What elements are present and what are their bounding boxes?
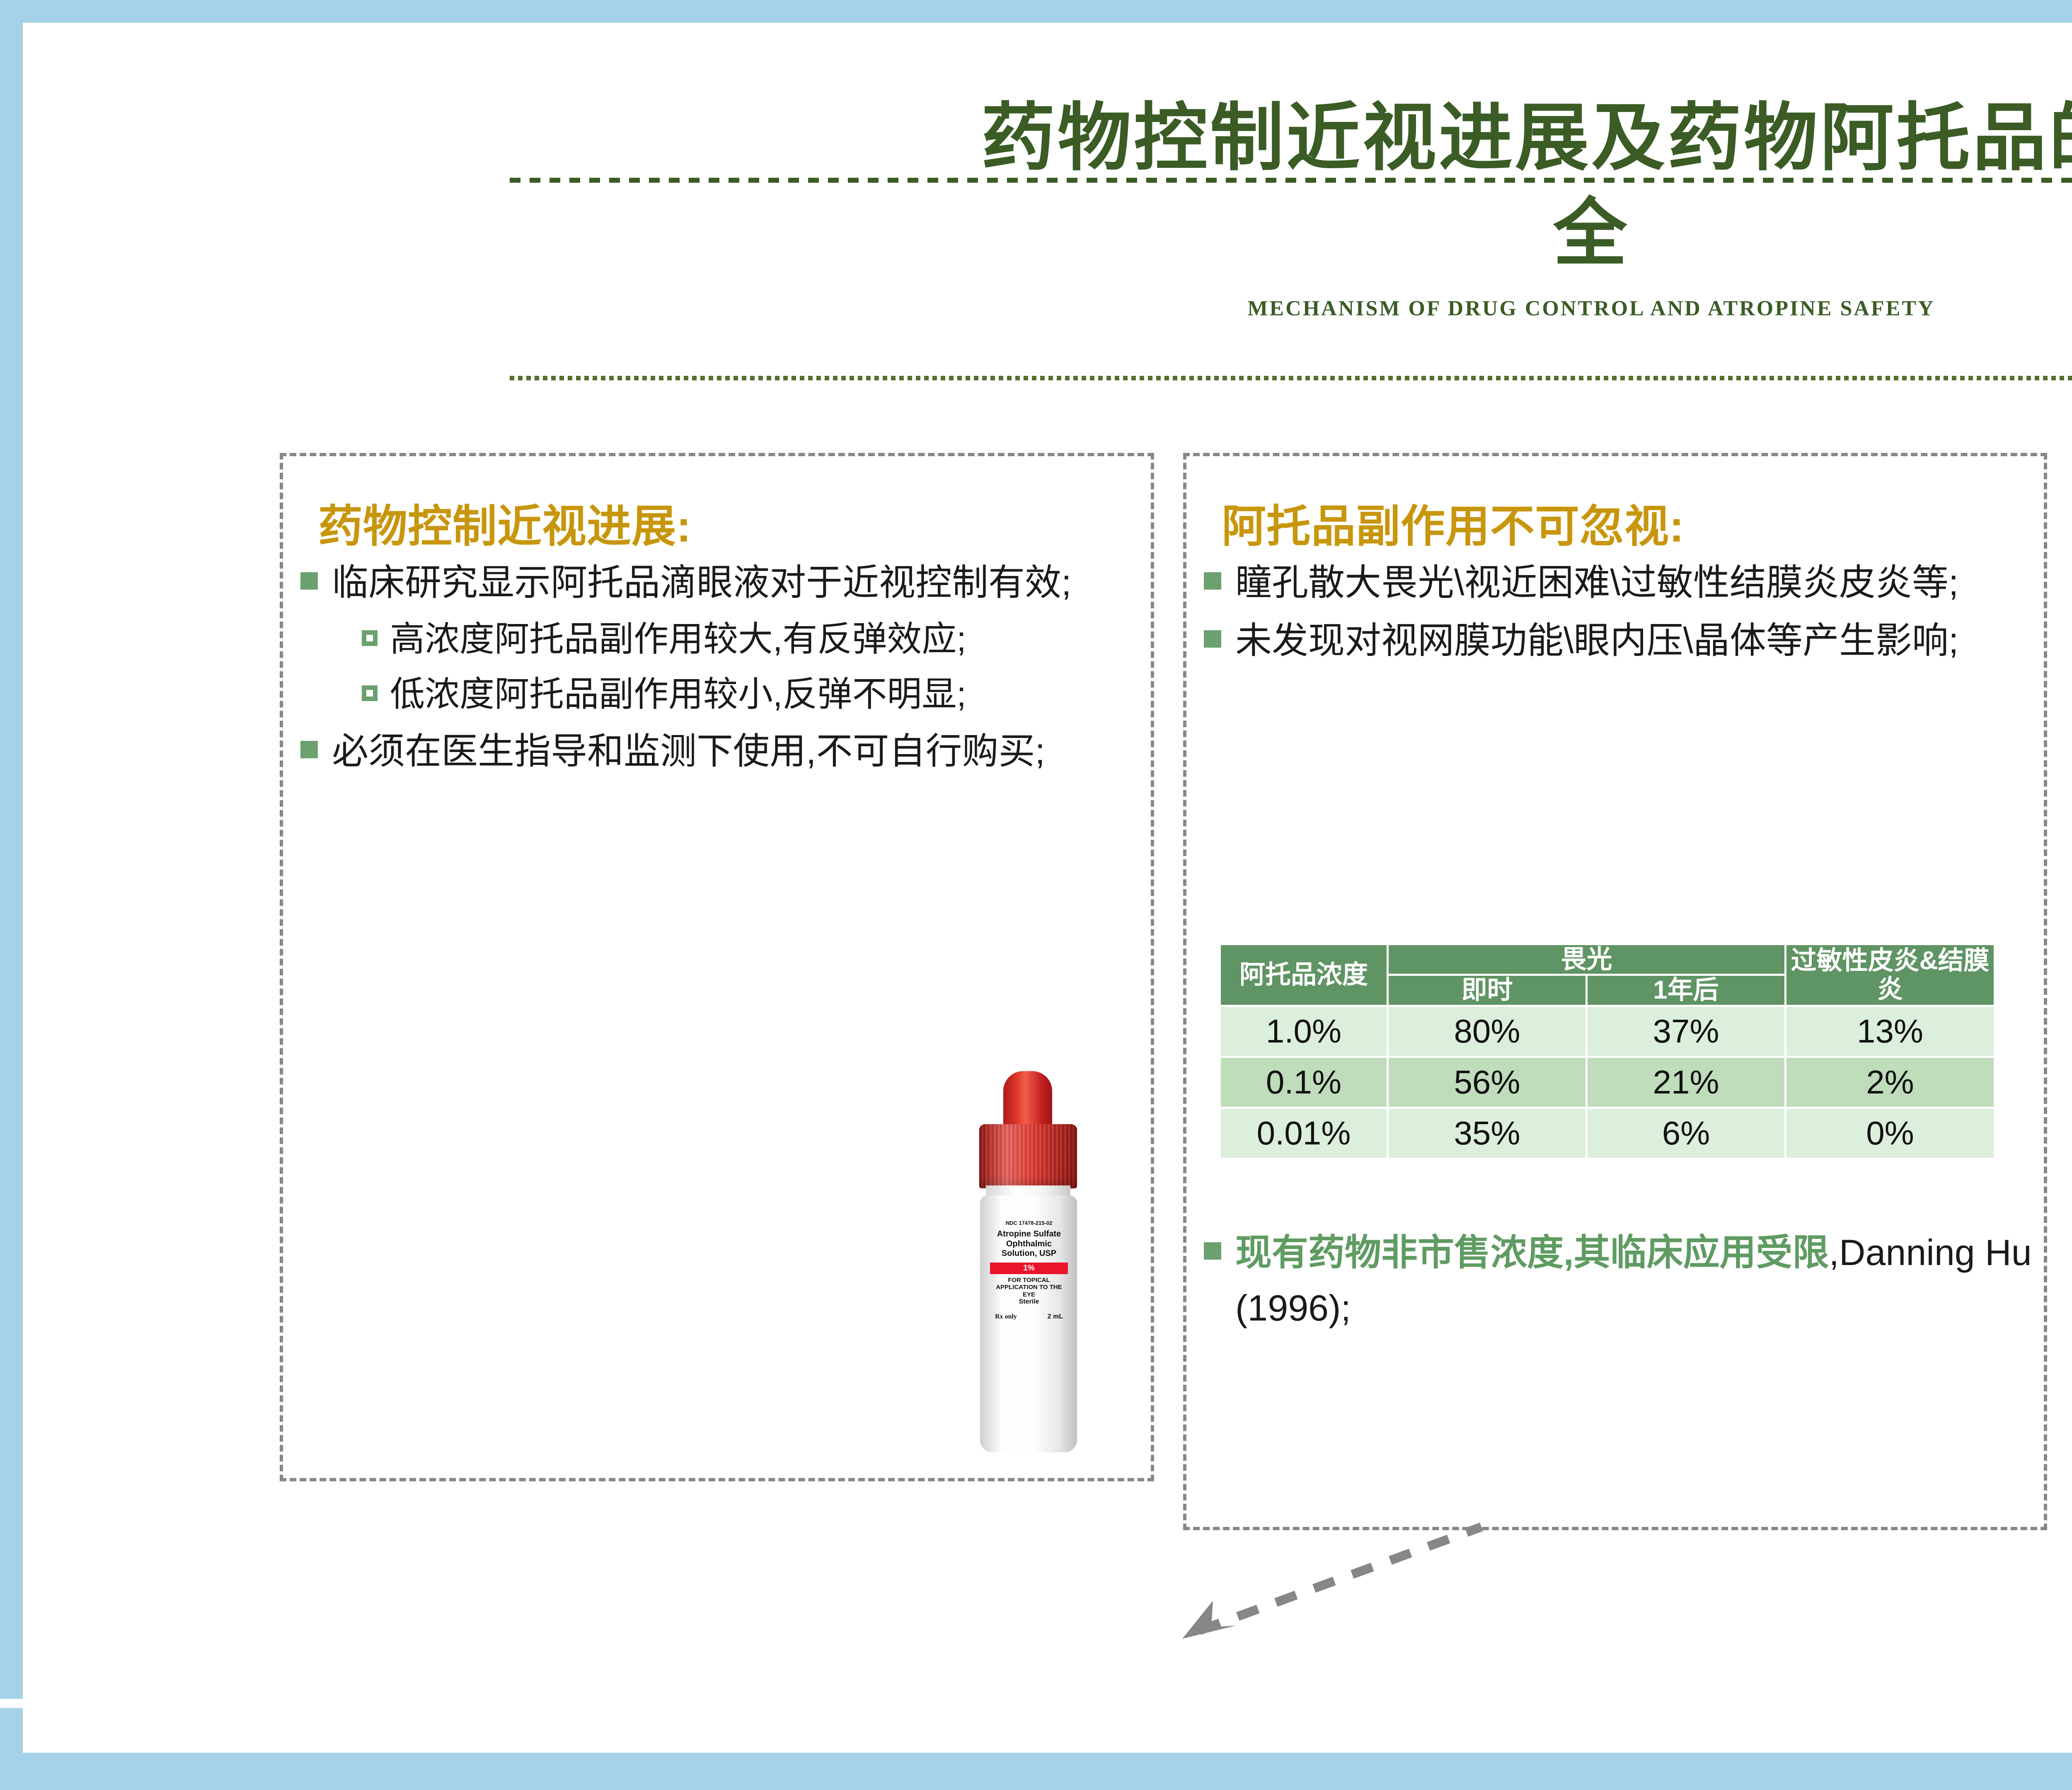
- bottle-sterile-text: Sterile: [1019, 1298, 1039, 1305]
- cell-photophobia-1year: 37%: [1585, 1004, 1786, 1058]
- list-item: 高浓度阿托品副作用较大,有反弹效应;: [362, 613, 1141, 666]
- bottle-concentration-badge: 1%: [990, 1263, 1068, 1274]
- list-item: 低浓度阿托品副作用较小,反弹不明显;: [362, 668, 1141, 721]
- col-header-photophobia: 畏光: [1387, 943, 1786, 976]
- bullet-square-icon: [300, 572, 318, 590]
- title-block: 药物控制近视进展及药物阿托品的安 全 MECHANISM OF DRUG CON…: [23, 23, 2072, 380]
- cell-concentration: 0.1%: [1219, 1055, 1389, 1109]
- panel-middle-heading: 阿托品副作用不可忽视:: [1222, 501, 1685, 551]
- table-header-row-2: 即时 1年后: [1220, 974, 1995, 1007]
- list-item-text: 必须在医生指导和监测下使用,不可自行购买;: [332, 731, 1045, 772]
- bottle-dropper-tip: [1003, 1071, 1052, 1133]
- slide-canvas: 药物控制近视进展及药物阿托品的安 全 MECHANISM OF DRUG CON…: [23, 23, 2072, 1753]
- bottle-product-name: Atropine Sulfate Ophthalmic Solution, US…: [992, 1229, 1065, 1259]
- table-header-row-1: 阿托品浓度 畏光 过敏性皮炎&结膜炎: [1219, 943, 1996, 1007]
- cell-photophobia-1year: 6%: [1585, 1106, 1786, 1160]
- bottle-rx-text: Rx only: [995, 1313, 1017, 1320]
- panel-middle-body: 瞳孔散大畏光\视近困难\过敏性结膜炎皮炎等; 未发现对视网膜功能\眼内压\晶体等…: [1204, 555, 2034, 671]
- list-item: 必须在医生指导和监测下使用,不可自行购买;: [300, 723, 1141, 779]
- col-header-immediate: 即时: [1387, 974, 1588, 1007]
- bullet-square-icon: [1204, 572, 1221, 590]
- bottle-name-line2: Ophthalmic: [1006, 1239, 1052, 1248]
- dashed-arrow-callout: [1175, 1514, 1498, 1647]
- list-item: 临床研究显示阿托品滴眼液对于近视控制有效;: [300, 555, 1141, 610]
- page-subtitle: MECHANISM OF DRUG CONTROL AND ATROPINE S…: [1247, 297, 1935, 320]
- bullet-square-icon: [300, 741, 318, 759]
- list-item-text: 现有药物非市售浓度,其临床应用受限,Danning Hu (1996);: [1235, 1225, 2034, 1336]
- table-head: 阿托品浓度 畏光 过敏性皮炎&结膜炎 即时 1年后: [1219, 943, 1996, 1007]
- list-item-text: 瞳孔散大畏光\视近困难\过敏性结膜炎皮炎等;: [1235, 562, 1959, 603]
- bullet-hollow-square-icon: [362, 630, 378, 646]
- bullet-square-icon: [1204, 630, 1221, 648]
- title-dotted-rule-bottom: [510, 376, 2072, 380]
- dashed-arrow-icon: [1182, 1522, 1483, 1639]
- cell-photophobia-immediate: 56%: [1387, 1055, 1588, 1109]
- col-header-one-year: 1年后: [1585, 974, 1786, 1007]
- bottle-body: NDC 17478-215-02 Atropine Sulfate Ophtha…: [980, 1195, 1077, 1452]
- list-item-text: 低浓度阿托品副作用较小,反弹不明显;: [390, 675, 966, 714]
- page-title-line2: 全: [1553, 193, 1629, 275]
- list-item: 未发现对视网膜功能\眼内压\晶体等产生影响;: [1204, 613, 2034, 668]
- bottle-topical-line1: FOR TOPICAL: [1008, 1277, 1050, 1284]
- col-header-concentration: 阿托品浓度: [1219, 943, 1389, 1007]
- bottle-usage-text: FOR TOPICAL APPLICATION TO THE EYE: [992, 1277, 1065, 1298]
- table-row: 0.01% 35% 6% 0%: [1219, 1106, 1996, 1160]
- table-row: 1.0% 80% 37% 13%: [1219, 1004, 1996, 1058]
- list-item: 瞳孔散大畏光\视近困难\过敏性结膜炎皮炎等;: [1204, 555, 2034, 610]
- list-item-text: 临床研究显示阿托品滴眼液对于近视控制有效;: [332, 562, 1072, 603]
- title-dotted-rule-top: [510, 178, 2072, 183]
- side-effect-rate-table: 阿托品浓度 畏光 过敏性皮炎&结膜炎 即时 1年后 1.0% 80% 37% 1…: [1219, 943, 1996, 1160]
- bottle-cap: [979, 1124, 1077, 1188]
- cell-allergic: 0%: [1784, 1106, 1996, 1160]
- cell-allergic: 2%: [1784, 1055, 1996, 1109]
- panel-left-body: 临床研究显示阿托品滴眼液对于近视控制有效; 高浓度阿托品副作用较大,有反弹效应;…: [300, 555, 1141, 781]
- left-border-notch: [0, 1699, 24, 1708]
- bullet-square-icon: [1204, 1242, 1221, 1260]
- list-item-text: 未发现对视网膜功能\眼内压\晶体等产生影响;: [1235, 619, 1959, 661]
- bullet-hollow-square-icon: [362, 685, 378, 701]
- panel-drug-control-progress: 药物控制近视进展: 临床研究显示阿托品滴眼液对于近视控制有效; 高浓度阿托品副作…: [280, 453, 1154, 1481]
- list-item-text: 高浓度阿托品副作用较大,有反弹效应;: [390, 619, 966, 658]
- col-header-allergic: 过敏性皮炎&结膜炎: [1784, 943, 1996, 1007]
- list-item: 现有药物非市售浓度,其临床应用受限,Danning Hu (1996);: [1204, 1225, 2034, 1336]
- cell-concentration: 1.0%: [1219, 1004, 1389, 1058]
- table-body: 1.0% 80% 37% 13% 0.1% 56% 21% 2% 0.01% 3…: [1219, 1004, 1996, 1160]
- atropine-bottle-image: NDC 17478-215-02 Atropine Sulfate Ophtha…: [946, 1071, 1112, 1456]
- cell-photophobia-immediate: 80%: [1387, 1004, 1588, 1058]
- table-row: 0.1% 56% 21% 2%: [1219, 1055, 1996, 1109]
- page-title-line1: 药物控制近视进展及药物阿托品的安: [981, 97, 2072, 179]
- bottle-volume-text: 2 mL: [1047, 1313, 1063, 1320]
- footer: 中华人民共和国教育部全国综合防控儿童青少年近视专家宣讲团: [23, 1692, 2072, 1753]
- bottle-ndc-code: NDC 17478-215-02: [1005, 1220, 1053, 1226]
- cell-allergic: 13%: [1784, 1004, 1996, 1058]
- panel-atropine-side-effects: 阿托品副作用不可忽视: 瞳孔散大畏光\视近困难\过敏性结膜炎皮炎等; 未发现对视…: [1183, 453, 2047, 1530]
- bottle-name-line3: Solution, USP: [1001, 1249, 1057, 1258]
- panel-middle-footnote: 现有药物非市售浓度,其临床应用受限,Danning Hu (1996);: [1204, 1225, 2034, 1338]
- panel-left-heading: 药物控制近视进展:: [318, 501, 692, 551]
- footnote-highlight: 现有药物非市售浓度,其临床应用受限: [1235, 1232, 1829, 1273]
- cell-photophobia-1year: 21%: [1585, 1055, 1786, 1109]
- bottle-topical-line2: APPLICATION TO THE EYE: [996, 1284, 1062, 1298]
- footnote-citation: ,Danning Hu (1996);: [1235, 1232, 2032, 1328]
- cell-photophobia-immediate: 35%: [1387, 1106, 1588, 1160]
- bottle-name-line1: Atropine Sulfate: [997, 1229, 1061, 1238]
- cell-concentration: 0.01%: [1219, 1106, 1389, 1160]
